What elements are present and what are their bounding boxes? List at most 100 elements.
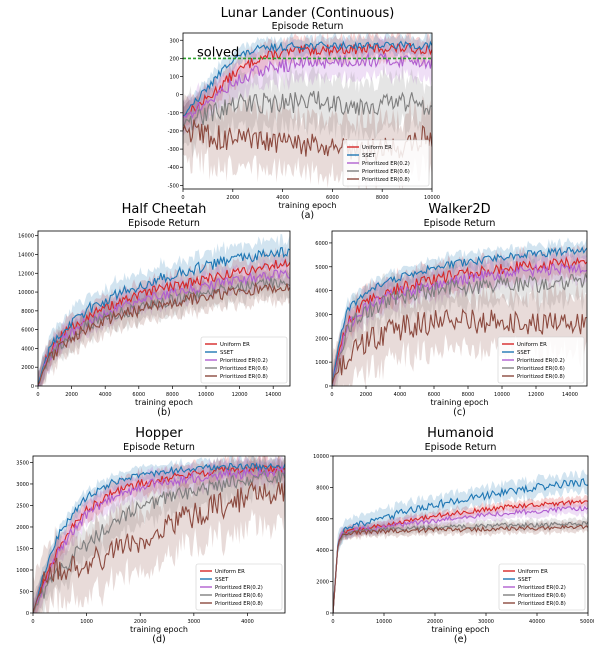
legend: Uniform ER SSET Prioritized ER(0.2) Priorit… — [342, 139, 430, 187]
series-line — [33, 479, 285, 613]
x-tick-label: 0 — [331, 619, 334, 625]
x-tick-label: 14000 — [562, 392, 578, 398]
legend-label: Prioritized ER(0.6) — [518, 593, 566, 599]
series-line — [33, 463, 285, 613]
legend-label: Prioritized ER(0.2) — [517, 358, 565, 364]
x-tick-label: 12000 — [528, 392, 544, 398]
y-tick-label: 12000 — [18, 271, 34, 277]
x-tick-label: 30000 — [478, 619, 494, 625]
x-tick-label: 40000 — [529, 619, 545, 625]
axes-frame — [182, 32, 433, 190]
x-tick-label: 0 — [330, 392, 333, 398]
x-axis-label: training epoch — [432, 625, 490, 634]
axes-frame — [331, 230, 588, 387]
x-tick-label: 4000 — [99, 392, 112, 398]
legend-box — [200, 336, 288, 384]
x-tick-label: 10000 — [376, 619, 392, 625]
y-tick-label: 0 — [26, 611, 29, 617]
series-line — [33, 469, 285, 613]
panel-caption: (b) — [157, 407, 170, 418]
solved-label: solved — [197, 45, 239, 60]
series-line — [33, 464, 285, 613]
legend-box — [498, 563, 586, 611]
legend-label: Prioritized ER(0.8) — [517, 374, 565, 380]
axes-frame — [37, 230, 291, 387]
x-tick-label: 1000 — [80, 619, 93, 625]
legend-label: SSET — [220, 350, 234, 356]
y-tick-label: 1500 — [16, 546, 29, 552]
y-tick-label: 4000 — [316, 548, 329, 554]
legend-label: Uniform ER — [362, 145, 392, 151]
y-tick-label: 6000 — [21, 328, 34, 334]
y-tick-label: -300 — [168, 147, 179, 153]
y-tick-label: -500 — [168, 183, 179, 189]
series-band — [183, 33, 432, 132]
y-tick-label: 2500 — [16, 503, 29, 509]
chart-subtitle: Episode Return — [128, 218, 200, 229]
y-tick-label: 1000 — [315, 360, 328, 366]
legend: Uniform ER SSET Prioritized ER(0.2) Priorit… — [497, 336, 585, 384]
axes-frame — [32, 455, 286, 614]
y-tick-label: 8000 — [21, 309, 34, 315]
x-tick-label: 2000 — [65, 392, 78, 398]
y-tick-label: 5000 — [315, 265, 328, 271]
series-line — [332, 262, 587, 385]
legend-label: Prioritized ER(0.2) — [220, 358, 268, 364]
y-tick-label: 4000 — [315, 289, 328, 295]
x-tick-label: 10000 — [494, 392, 510, 398]
series-band — [183, 33, 432, 137]
series-band — [333, 469, 588, 613]
y-tick-label: 3000 — [315, 312, 328, 318]
legend-label: Prioritized ER(0.6) — [517, 366, 565, 372]
legend-label: SSET — [518, 577, 532, 583]
legend: Uniform ER SSET Prioritized ER(0.2) Priorit… — [498, 563, 586, 611]
y-tick-label: 14000 — [18, 252, 34, 258]
series-line — [38, 246, 290, 386]
y-tick-label: 3500 — [16, 460, 29, 466]
y-tick-label: 4000 — [21, 346, 34, 352]
legend-label: Uniform ER — [518, 569, 548, 575]
chart-subtitle: Episode Return — [425, 442, 497, 453]
y-tick-label: 8000 — [316, 485, 329, 491]
x-tick-label: 10000 — [424, 195, 440, 201]
y-tick-label: 200 — [169, 56, 179, 62]
series-band — [332, 251, 587, 386]
x-tick-label: 10000 — [198, 392, 214, 398]
x-tick-label: 2000 — [226, 195, 239, 201]
legend-label: Prioritized ER(0.6) — [220, 366, 268, 372]
y-tick-label: 2000 — [316, 580, 329, 586]
x-tick-label: 6000 — [428, 392, 441, 398]
plot-area — [332, 237, 587, 386]
x-tick-label: 6000 — [132, 392, 145, 398]
legend-label: Prioritized ER(0.8) — [362, 177, 410, 183]
x-tick-label: 4000 — [394, 392, 407, 398]
chart-subtitle: Episode Return — [123, 442, 195, 453]
legend-box — [195, 563, 283, 611]
x-tick-label: 12000 — [232, 392, 248, 398]
y-tick-label: 6000 — [316, 517, 329, 523]
chart-title: Hopper — [135, 426, 183, 441]
y-tick-label: 500 — [19, 589, 29, 595]
y-tick-label: 2000 — [315, 336, 328, 342]
y-tick-label: 2000 — [21, 365, 34, 371]
y-tick-label: 6000 — [315, 241, 328, 247]
series-line — [33, 462, 285, 613]
series-line — [332, 246, 587, 386]
x-axis-label: training epoch — [431, 398, 489, 407]
axes-frame — [332, 455, 589, 614]
x-tick-label: 2000 — [360, 392, 373, 398]
legend: Uniform ER SSET Prioritized ER(0.2) Priorit… — [200, 336, 288, 384]
series-band — [183, 63, 432, 159]
x-tick-label: 14000 — [265, 392, 281, 398]
y-tick-label: 0 — [176, 93, 179, 99]
chart-subtitle: Episode Return — [424, 218, 496, 229]
y-tick-label: 16000 — [18, 234, 34, 240]
chart-title: Lunar Lander (Continuous) — [221, 6, 395, 21]
plot-area — [333, 469, 588, 613]
series-band — [332, 237, 587, 386]
legend-label: Prioritized ER(0.6) — [215, 593, 263, 599]
chart-title: Humanoid — [427, 426, 494, 441]
y-tick-label: 1000 — [16, 568, 29, 574]
